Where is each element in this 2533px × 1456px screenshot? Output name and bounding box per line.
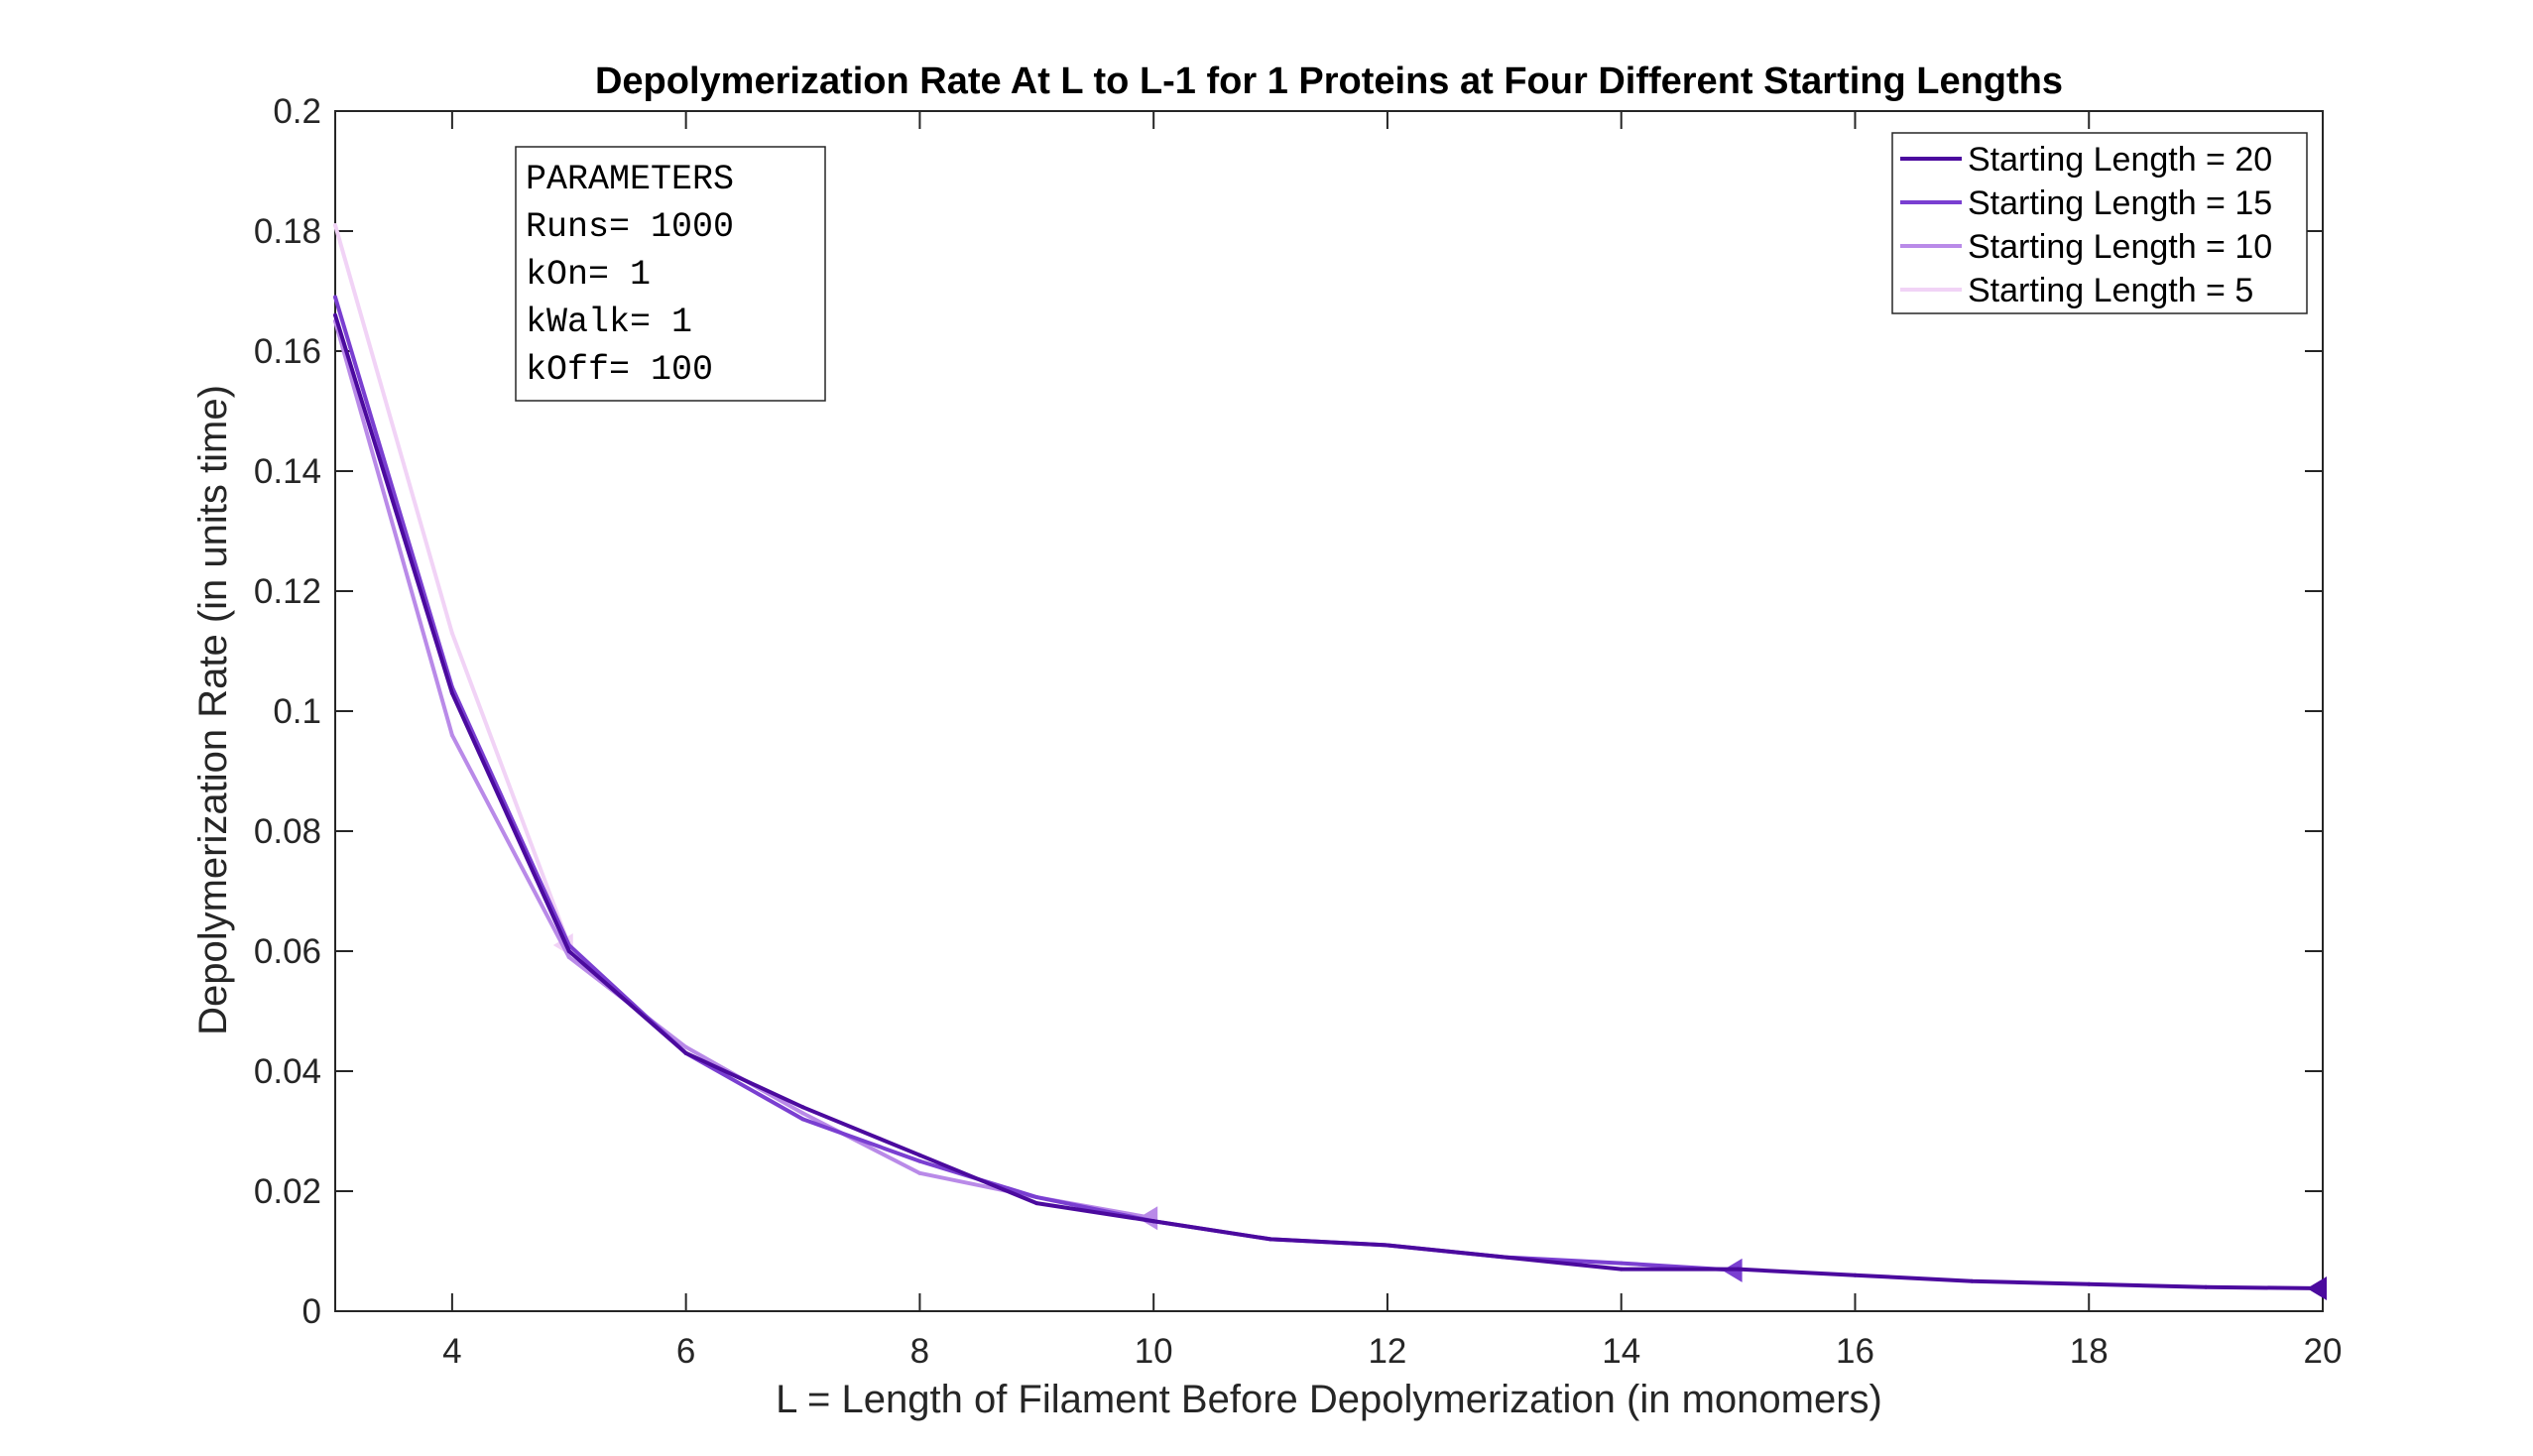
legend-entry: Starting Length = 15 [1968, 184, 2272, 222]
x-tick-label: 6 [676, 1332, 695, 1371]
data-point [1034, 1195, 1039, 1200]
parameter-line: PARAMETERS [526, 160, 734, 199]
parameter-line: Runs= 1000 [526, 207, 734, 247]
x-tick-label: 4 [442, 1332, 461, 1371]
data-point [333, 222, 337, 227]
data-point [917, 1158, 922, 1163]
y-tick-label: 0.02 [254, 1172, 321, 1211]
data-point [683, 1044, 688, 1049]
data-point [333, 295, 337, 300]
x-axis: 4 6 8 10 12 14 16 18 20 [442, 111, 2342, 1371]
x-tick-label: 12 [1368, 1332, 1406, 1371]
y-axis-label: Depolymerization Rate (in units time) [191, 385, 235, 1035]
data-point [1736, 1267, 1741, 1272]
x-tick-label: 16 [1836, 1332, 1874, 1371]
data-point [449, 631, 454, 636]
x-tick-label: 14 [1602, 1332, 1640, 1371]
y-tick-label: 0.14 [254, 452, 321, 491]
data-point [800, 1117, 805, 1122]
data-point [566, 955, 571, 960]
y-tick-label: 0.04 [254, 1052, 321, 1091]
y-tick-label: 0.2 [273, 92, 321, 131]
data-point [449, 733, 454, 738]
y-tick-label: 0.18 [254, 212, 321, 251]
data-point [800, 1105, 805, 1110]
data-point [1385, 1243, 1389, 1248]
parameter-line: kWalk= 1 [526, 303, 692, 342]
parameter-line: kOn= 1 [526, 255, 651, 295]
x-tick-label: 18 [2070, 1332, 2109, 1371]
data-point [1268, 1237, 1273, 1242]
legend-entry: Starting Length = 20 [1968, 141, 2272, 179]
data-point [2087, 1281, 2092, 1286]
data-point [1619, 1261, 1624, 1266]
data-point [449, 690, 454, 695]
data-point [1502, 1255, 1507, 1260]
legend: Starting Length = 20 Starting Length = 15… [1891, 132, 2308, 314]
data-point [2204, 1284, 2209, 1289]
parameters-box [515, 146, 826, 402]
series-line-0 [333, 314, 2324, 1291]
y-tick-label: 0.16 [254, 332, 321, 371]
data-point [566, 949, 571, 953]
data-point [1853, 1273, 1858, 1277]
x-tick-label: 10 [1135, 1332, 1173, 1371]
data-point [917, 1170, 922, 1175]
series-layer [333, 222, 2327, 1301]
data-point [917, 1153, 922, 1157]
parameter-line: kOff= 100 [526, 350, 713, 390]
data-point [800, 1111, 805, 1116]
x-axis-label: L = Length of Filament Before Depolymeri… [776, 1378, 1882, 1421]
series-end-marker [2307, 1276, 2327, 1301]
x-tick-label: 20 [2304, 1332, 2343, 1371]
y-axis: 0 0.02 0.04 0.06 0.08 0.1 0.12 0.14 0.16 0.18 0.2 [254, 92, 2323, 1331]
y-tick-label: 0.12 [254, 572, 321, 611]
chart-title: Depolymerization Rate At L to L-1 for 1 … [595, 61, 2063, 102]
legend-box [1891, 132, 2308, 314]
y-tick-label: 0.06 [254, 932, 321, 971]
legend-entry: Starting Length = 5 [1968, 272, 2253, 309]
data-point [1970, 1278, 1975, 1283]
data-point [683, 1050, 688, 1055]
x-tick-label: 8 [910, 1332, 929, 1371]
data-point [1034, 1201, 1039, 1206]
data-point [1619, 1267, 1624, 1272]
parameters-annotation: PARAMETERS Runs= 1000 kOn= 1 kWalk= 1 kOff= … [515, 146, 826, 402]
y-tick-label: 0 [302, 1292, 321, 1331]
data-point [333, 312, 337, 317]
y-tick-label: 0.08 [254, 812, 321, 851]
data-point [1151, 1219, 1156, 1224]
y-tick-label: 0.1 [273, 692, 321, 731]
legend-entry: Starting Length = 10 [1968, 228, 2272, 266]
